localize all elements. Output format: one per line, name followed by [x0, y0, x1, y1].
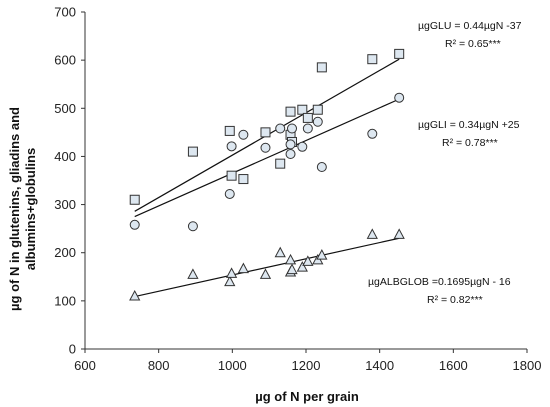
- y-axis-title: µg of N in glutenins, gliadins and album…: [7, 107, 38, 311]
- x-tick-label: 1400: [365, 358, 394, 373]
- glutenin-r2: R² = 0.65***: [445, 38, 501, 50]
- square-marker: [367, 54, 378, 65]
- circle-marker: [224, 188, 235, 199]
- circle-marker: [302, 123, 313, 134]
- triangle-marker: [296, 261, 308, 272]
- y-tick-label: 100: [54, 293, 76, 308]
- plot-axes: [81, 11, 528, 353]
- x-axis-title: µg of N per grain: [255, 389, 359, 404]
- square-marker: [297, 104, 308, 115]
- y-tick-label: 600: [54, 53, 76, 68]
- triangle-marker: [393, 228, 405, 239]
- circle-marker: [312, 116, 323, 127]
- circle-marker: [287, 123, 298, 134]
- circle-marker: [316, 162, 327, 173]
- triangle-marker: [274, 246, 286, 258]
- x-tick-label: 1600: [439, 358, 468, 373]
- square-marker: [275, 158, 286, 169]
- fit-line-circle: [134, 98, 400, 218]
- triangle-marker: [129, 289, 141, 301]
- square-marker: [224, 125, 235, 136]
- circle-marker: [297, 141, 308, 152]
- circle-marker: [367, 128, 378, 139]
- triangle-marker: [224, 275, 236, 287]
- y-tick-label: 500: [54, 101, 76, 116]
- triangle-marker: [286, 263, 298, 275]
- triangle-marker: [366, 228, 378, 239]
- x-tick-label: 1800: [513, 358, 542, 373]
- square-marker: [316, 62, 327, 73]
- circle-marker: [129, 219, 140, 230]
- x-tick-label: 1000: [218, 358, 247, 373]
- data-markers: [129, 48, 405, 301]
- triangle-marker: [316, 249, 328, 260]
- square-marker: [285, 106, 296, 117]
- x-tick-label: 1200: [292, 358, 321, 373]
- square-marker: [226, 170, 237, 181]
- circle-marker: [394, 92, 405, 103]
- regression-lines: [134, 58, 400, 298]
- triangle-marker: [187, 268, 199, 279]
- square-marker: [312, 104, 323, 115]
- square-marker: [129, 194, 140, 205]
- gliadin-equation: µgGLI = 0.34µgN +25: [418, 119, 520, 131]
- triangle-marker: [302, 255, 314, 266]
- y-axis-title-line-1: µg of N in glutenins, gliadins and: [7, 107, 22, 311]
- y-tick-label: 700: [54, 5, 76, 20]
- y-tick-label: 300: [54, 197, 76, 212]
- albumin-globulin-equation: µgALBGLOB =0.1695µgN - 16: [368, 276, 511, 288]
- gliadin-r2: R² = 0.78***: [442, 137, 498, 149]
- square-marker: [394, 48, 405, 59]
- x-tick-labels: 600 800 1000 1200 1400 1600 1800: [74, 358, 541, 373]
- triangle-marker: [237, 262, 250, 274]
- square-marker: [302, 112, 313, 123]
- square-marker: [187, 146, 198, 157]
- y-tick-label: 200: [54, 245, 76, 260]
- triangle-marker: [259, 268, 272, 279]
- albumin-globulin-r2: R² = 0.82***: [427, 294, 483, 306]
- circle-marker: [238, 129, 249, 140]
- y-axis-title-line-2: albumins+globulins: [23, 148, 38, 270]
- square-marker: [260, 127, 271, 138]
- y-tick-label: 0: [69, 342, 76, 357]
- fit-line-triangle: [134, 237, 400, 298]
- circle-marker: [275, 123, 286, 134]
- glutenin-equation: µgGLU = 0.44µgN -37: [418, 20, 522, 32]
- circle-marker: [285, 139, 296, 150]
- x-tick-label: 800: [148, 358, 170, 373]
- circle-marker: [187, 221, 198, 232]
- square-marker: [238, 174, 249, 185]
- y-tick-label: 400: [54, 149, 76, 164]
- circle-marker: [285, 149, 296, 160]
- x-tick-label: 600: [74, 358, 96, 373]
- y-tick-labels: 0 100 200 300 400 500 600 700: [54, 5, 76, 357]
- triangle-marker: [225, 267, 238, 278]
- circle-marker: [226, 141, 237, 152]
- triangle-marker: [284, 253, 297, 265]
- circle-marker: [260, 142, 271, 153]
